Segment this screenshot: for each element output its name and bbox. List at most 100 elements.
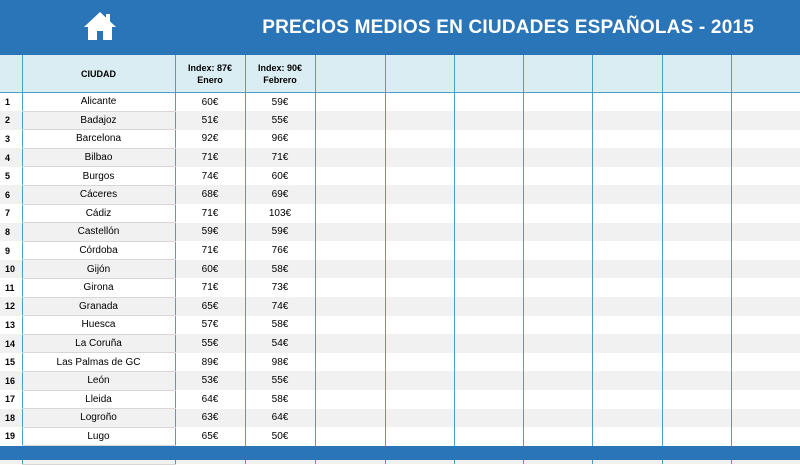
city-column-header: CIUDAD <box>21 55 175 93</box>
empty-cell <box>591 315 662 335</box>
febrero-price-cell: 55€ <box>244 371 315 390</box>
enero-price-cell: 65€ <box>174 427 245 446</box>
empty-cell <box>522 129 592 149</box>
home-icon[interactable] <box>82 10 118 42</box>
city-cell: Burgos <box>21 166 175 186</box>
empty-cell <box>522 166 592 186</box>
city-cell: Girona <box>21 278 175 298</box>
empty-cell <box>453 315 523 335</box>
empty-cell <box>591 278 662 298</box>
febrero-price-cell: 71€ <box>244 148 315 167</box>
empty-cell <box>453 390 523 409</box>
city-cell: Logroño <box>21 408 175 428</box>
empty-cell <box>730 315 800 335</box>
empty-cell <box>591 334 662 353</box>
empty-cell <box>522 148 592 167</box>
empty-cell <box>661 315 731 335</box>
enero-price-cell: 59€ <box>174 222 245 242</box>
empty-cell <box>384 129 454 149</box>
city-cell: Granada <box>21 297 175 317</box>
city-cell: Castellón <box>21 222 175 242</box>
empty-cell <box>314 390 385 409</box>
enero-price-cell: 89€ <box>174 352 245 372</box>
empty-cell <box>730 222 800 242</box>
empty-cell <box>730 111 800 130</box>
row-number: 18 <box>0 408 22 428</box>
empty-cell <box>591 204 662 223</box>
empty-cell <box>384 204 454 223</box>
empty-cell <box>730 204 800 223</box>
enero-price-cell: 65€ <box>174 297 245 316</box>
row-number: 19 <box>5 431 16 442</box>
febrero-price-cell: 96€ <box>244 129 315 149</box>
enero-price-cell: 51€ <box>174 111 245 130</box>
empty-cell <box>522 92 592 112</box>
table-header-row: CIUDAD Index: 87€ Enero Index: 90€ Febrero <box>0 55 800 93</box>
city-cell: Badajoz <box>21 111 175 131</box>
empty-cell <box>384 408 454 428</box>
enero-price-cell: 74€ <box>174 166 245 186</box>
table-row: 13 Huesca 57€ 58€ <box>0 315 800 335</box>
febrero-price-cell: 74€ <box>244 297 315 316</box>
empty-cell <box>384 297 454 316</box>
enero-price-cell: 71€ <box>174 241 245 260</box>
city-cell: Lleida <box>21 390 175 410</box>
enero-price-cell: 60€ <box>174 259 245 279</box>
enero-price-cell: 55€ <box>174 334 245 353</box>
febrero-price-cell: 76€ <box>244 241 315 260</box>
empty-cell <box>453 259 523 279</box>
febrero-price-cell: 55€ <box>244 111 315 130</box>
table-row: 5 Burgos 74€ 60€ <box>0 166 800 186</box>
empty-cell <box>453 111 523 130</box>
header-bar: PRECIOS MEDIOS EN CIUDADES ESPAÑOLAS - 2… <box>0 0 800 55</box>
febrero-index-label: Index: 90€ <box>257 62 303 73</box>
empty-cell <box>591 408 662 428</box>
empty-cell <box>730 427 800 446</box>
row-number: 9 <box>5 245 11 256</box>
empty-cell <box>591 297 662 316</box>
table-row: 18 Logroño 63€ 64€ <box>0 408 800 428</box>
empty-cell <box>384 241 454 260</box>
empty-cell <box>661 278 731 298</box>
empty-cell <box>453 297 523 316</box>
empty-cell <box>314 148 385 167</box>
empty-cell <box>522 241 592 260</box>
table-row: 6 Cáceres 68€ 69€ <box>0 185 800 205</box>
empty-cell <box>591 129 662 149</box>
empty-cell <box>314 185 385 205</box>
empty-cell <box>522 352 592 372</box>
enero-price-cell: 71€ <box>174 148 245 167</box>
empty-cell <box>384 427 454 446</box>
empty-cell <box>384 390 454 409</box>
city-cell: Las Palmas de GC <box>21 352 175 372</box>
row-number: 16 <box>0 371 22 390</box>
febrero-price-cell: 103€ <box>244 204 315 223</box>
city-cell: Cádiz <box>21 204 175 224</box>
empty-cell <box>453 148 523 167</box>
city-cell: La Coruña <box>21 334 175 354</box>
empty-cell <box>522 204 592 223</box>
empty-cell <box>522 278 592 298</box>
empty-cell <box>384 111 454 130</box>
footer-bar <box>0 446 800 460</box>
empty-cell <box>384 259 454 279</box>
empty-cell <box>661 297 731 316</box>
febrero-price-cell: 73€ <box>244 278 315 298</box>
empty-cell <box>661 222 731 242</box>
empty-cell <box>453 352 523 372</box>
empty-cell <box>522 315 592 335</box>
empty-cell <box>314 408 385 428</box>
enero-price-cell: 53€ <box>174 371 245 390</box>
empty-cell <box>384 278 454 298</box>
empty-cell <box>314 315 385 335</box>
empty-cell <box>384 92 454 112</box>
empty-cell <box>661 408 731 428</box>
enero-column-header: Index: 87€ Enero <box>174 55 245 93</box>
empty-cell <box>591 185 662 205</box>
empty-cell <box>522 427 592 446</box>
empty-cell <box>730 185 800 205</box>
empty-cell <box>661 352 731 372</box>
empty-cell <box>314 222 385 242</box>
empty-cell <box>522 408 592 428</box>
row-number: 13 <box>5 319 16 330</box>
